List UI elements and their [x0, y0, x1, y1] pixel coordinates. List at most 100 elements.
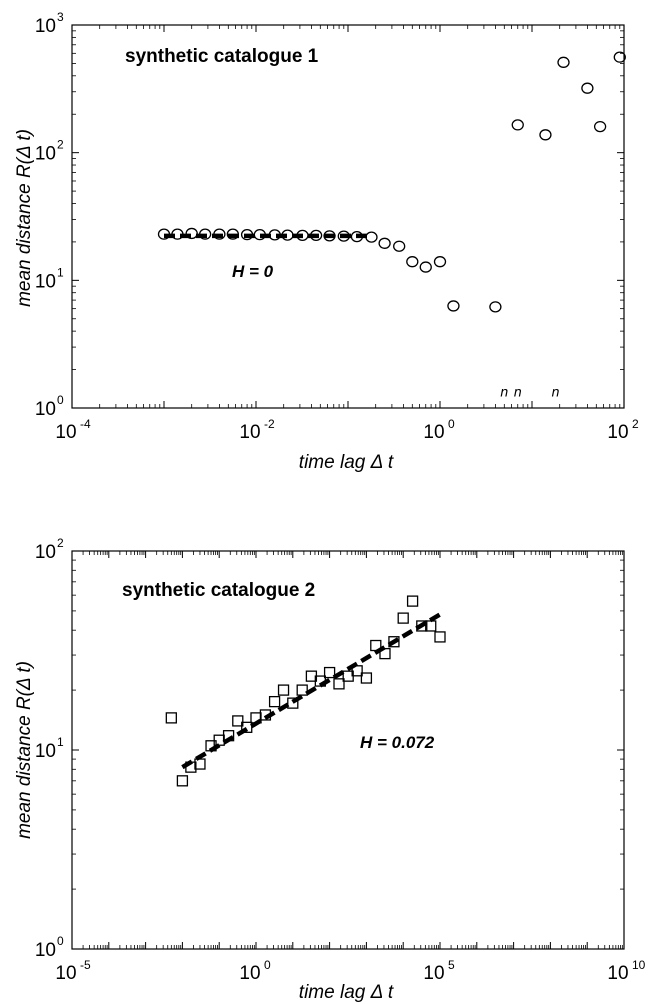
data-point: [296, 684, 308, 696]
data-point: [268, 695, 281, 708]
data-point: [314, 675, 326, 687]
data-point: [241, 721, 253, 733]
y-tick-label: 10: [35, 271, 56, 292]
x-tick-label: 10: [55, 422, 76, 443]
y-tick-exponent: 1: [57, 265, 64, 279]
y-tick-label: 10: [35, 144, 56, 165]
data-point: [365, 231, 378, 243]
panel-2-ylabel: mean distance R(Δ t): [14, 661, 35, 839]
data-point: [165, 712, 177, 724]
x-tick-exponent: 5: [448, 958, 455, 972]
y-tick-exponent: 1: [57, 735, 64, 749]
data-point: [198, 228, 212, 240]
data-point: [593, 120, 607, 133]
x-tick-label: 10: [239, 963, 260, 984]
small-mark: n: [514, 383, 522, 399]
data-point: [185, 227, 198, 240]
x-tick-label: 10: [423, 422, 444, 443]
data-point: [309, 229, 323, 242]
data-point: [489, 301, 502, 313]
data-point: [350, 230, 364, 243]
data-point: [240, 228, 254, 241]
data-point: [511, 119, 524, 131]
data-point: [253, 228, 266, 241]
data-point: [323, 230, 336, 242]
data-point: [406, 595, 419, 607]
data-point: [222, 730, 235, 742]
data-point: [419, 261, 432, 273]
x-tick-exponent: -5: [80, 958, 91, 972]
data-point: [425, 620, 437, 632]
data-point: [378, 237, 391, 249]
data-point: [287, 697, 299, 709]
data-point: [433, 256, 447, 268]
data-point: [581, 82, 594, 94]
small-mark: n: [500, 383, 508, 399]
y-tick-exponent: 0: [57, 934, 64, 948]
data-point: [268, 229, 281, 241]
x-tick-label: 10: [607, 963, 628, 984]
y-tick-label: 10: [35, 940, 56, 961]
data-point: [333, 678, 345, 690]
ticks-1: 10 -4 10 -2 10 0 10 210 010 110 210 3: [35, 10, 639, 443]
x-tick-exponent: 2: [632, 417, 639, 431]
panel-2-title: synthetic catalogue 2: [122, 580, 315, 601]
data-point: [416, 620, 428, 632]
data-point: [157, 228, 171, 240]
y-tick-exponent: 0: [57, 393, 64, 407]
data-point: [351, 665, 363, 677]
x-tick-exponent: -2: [264, 417, 275, 431]
panel-2-annotation: H = 0.072: [360, 733, 435, 752]
y-tick-label: 10: [35, 16, 56, 37]
data-point: [296, 229, 309, 242]
data-point: [194, 758, 206, 770]
data-point: [539, 129, 552, 141]
data-point: [360, 672, 373, 684]
markers-1: [157, 51, 626, 313]
plot-area-1: [71, 24, 625, 409]
y-tick-exponent: 3: [57, 10, 64, 24]
data-point: [337, 230, 350, 242]
data-point: [370, 639, 382, 652]
x-tick-label: 10: [607, 422, 628, 443]
x-tick-label: 10: [423, 963, 444, 984]
small-mark: n: [552, 383, 560, 399]
x-tick-exponent: 10: [632, 958, 646, 972]
panel-1-annotation: H = 0: [232, 262, 274, 281]
data-point: [277, 684, 290, 696]
data-point: [388, 636, 400, 648]
data-point: [259, 709, 272, 721]
data-point: [397, 612, 409, 624]
panel-1-ylabel: mean distance R(Δ t): [14, 129, 35, 307]
x-tick-exponent: -4: [80, 417, 91, 431]
data-point: [447, 300, 460, 312]
data-point: [213, 228, 226, 240]
data-point: [232, 715, 244, 727]
data-point: [557, 56, 570, 68]
data-point: [393, 240, 406, 252]
x-tick-exponent: 0: [264, 958, 271, 972]
data-point: [185, 761, 197, 773]
plot-area-2: [71, 550, 625, 950]
data-point: [613, 51, 626, 63]
y-tick-exponent: 2: [57, 138, 64, 152]
fit-line: [181, 612, 442, 770]
data-point: [323, 666, 336, 679]
data-point: [171, 228, 184, 240]
data-point: [406, 256, 419, 268]
y-tick-label: 10: [35, 741, 56, 762]
x-tick-label: 10: [55, 963, 76, 984]
panel-1-title: synthetic catalogue 1: [125, 46, 319, 67]
fit-line-2: [181, 612, 442, 770]
panel-2-xlabel: time lag Δ t: [299, 982, 394, 1003]
data-point: [226, 228, 239, 240]
markers-2: [165, 595, 446, 787]
y-tick-exponent: 2: [57, 536, 64, 550]
data-point: [176, 775, 189, 787]
data-point: [379, 647, 391, 660]
